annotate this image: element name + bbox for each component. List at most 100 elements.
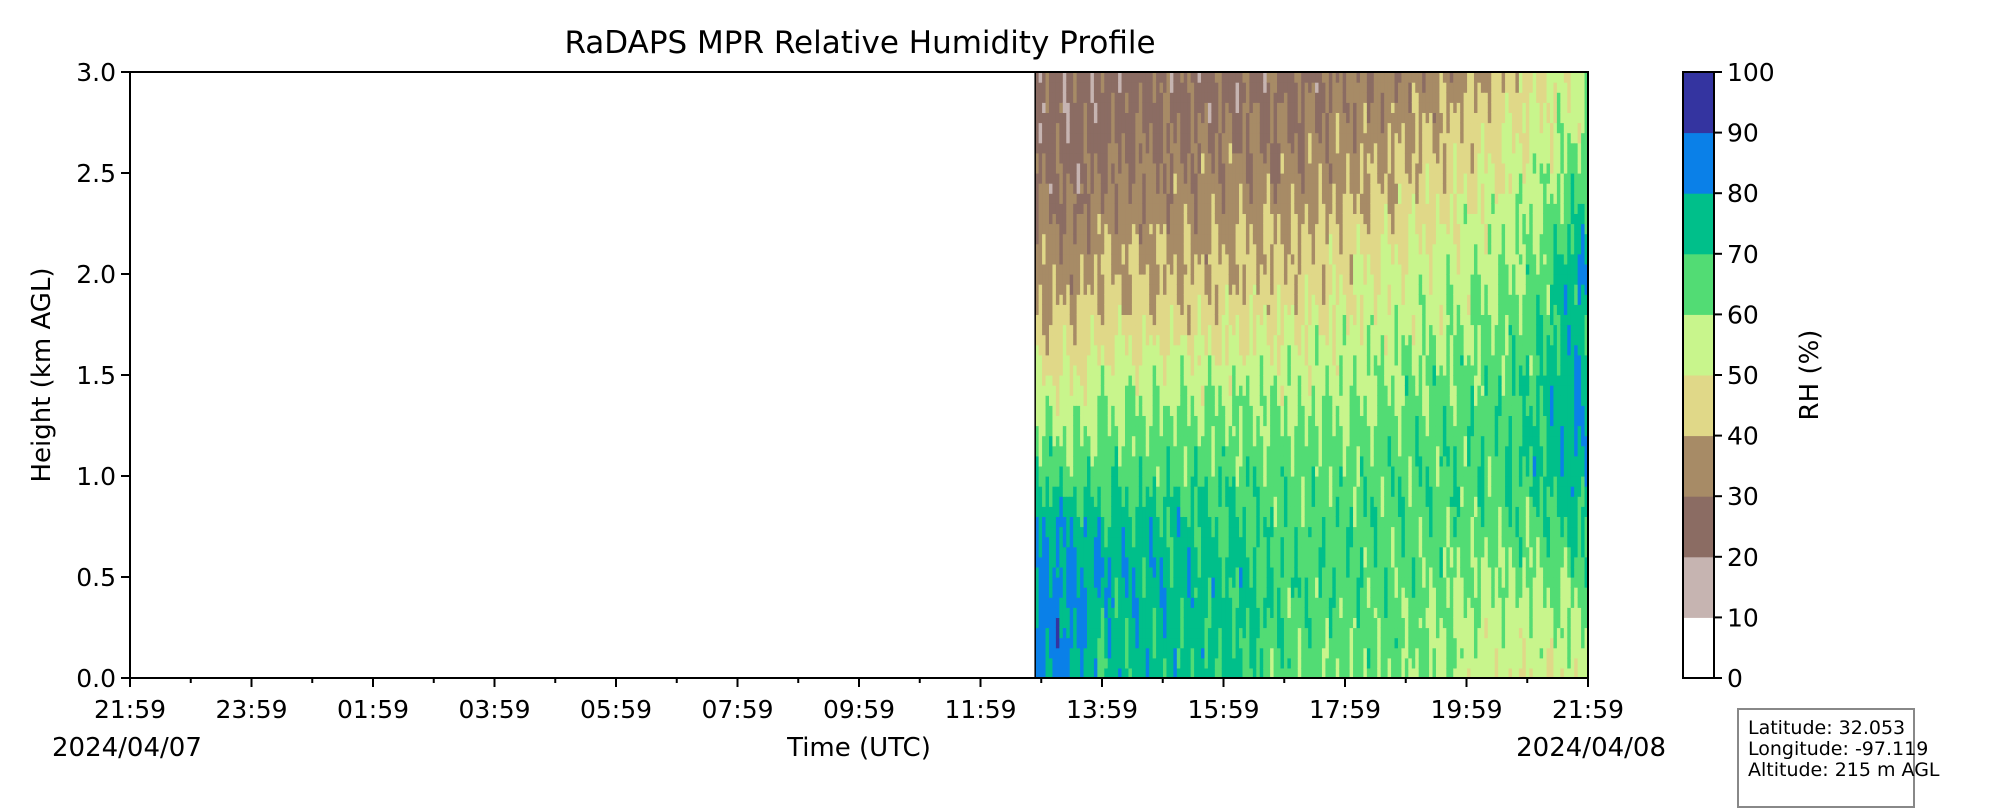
- rh-contour-cell: [1073, 234, 1077, 245]
- rh-contour-cell: [1104, 254, 1108, 265]
- rh-contour-cell: [1187, 345, 1191, 356]
- rh-contour-cell: [1052, 244, 1056, 255]
- rh-contour-cell: [1139, 163, 1143, 174]
- rh-contour-cell: [1173, 496, 1177, 507]
- rh-contour-cell: [1073, 123, 1077, 134]
- rh-contour-cell: [1318, 304, 1322, 315]
- rh-contour-cell: [1298, 385, 1302, 396]
- rh-contour-cell: [1059, 466, 1063, 477]
- rh-contour-cell: [1267, 385, 1271, 396]
- rh-contour-cell: [1184, 365, 1188, 376]
- rh-contour-cell: [1225, 537, 1229, 548]
- rh-contour-cell: [1294, 385, 1298, 396]
- rh-contour-cell: [1094, 476, 1098, 487]
- rh-contour-cell: [1218, 325, 1222, 336]
- rh-contour-cell: [1073, 436, 1077, 447]
- rh-contour-cell: [1312, 163, 1316, 174]
- rh-contour-cell: [1267, 355, 1271, 366]
- rh-contour-cell: [1218, 153, 1222, 164]
- rh-contour-cell: [1308, 597, 1312, 608]
- rh-contour-cell: [1194, 587, 1198, 598]
- rh-contour-cell: [1108, 638, 1112, 649]
- rh-contour-cell: [1104, 628, 1108, 639]
- rh-contour-cell: [1284, 112, 1288, 123]
- rh-contour-cell: [1173, 486, 1177, 497]
- rh-contour-cell: [1291, 365, 1295, 376]
- rh-contour-cell: [1073, 456, 1077, 467]
- rh-contour-cell: [1239, 527, 1243, 538]
- rh-contour-cell: [1260, 607, 1264, 618]
- rh-contour-cell: [1059, 415, 1063, 426]
- rh-contour-cell: [1184, 385, 1188, 396]
- rh-contour-cell: [1315, 213, 1319, 224]
- rh-contour-cell: [1291, 476, 1295, 487]
- rh-contour-cell: [1267, 173, 1271, 184]
- rh-contour-cell: [1184, 264, 1188, 275]
- rh-contour-cell: [1153, 153, 1157, 164]
- rh-contour-cell: [1198, 587, 1202, 598]
- rh-contour-cell: [1280, 92, 1284, 103]
- rh-contour-cell: [1063, 658, 1067, 669]
- rh-contour-cell: [1156, 426, 1160, 437]
- rh-contour-cell: [1122, 244, 1126, 255]
- rh-contour-cell: [1308, 617, 1312, 628]
- rh-contour-cell: [1187, 567, 1191, 578]
- rh-contour-cell: [1267, 405, 1271, 416]
- rh-contour-cell: [1039, 617, 1043, 628]
- rh-contour-cell: [1215, 335, 1219, 346]
- rh-contour-cell: [1104, 224, 1108, 235]
- rh-contour-cell: [1160, 72, 1164, 83]
- rh-contour-cell: [1080, 446, 1084, 457]
- rh-contour-cell: [1101, 284, 1105, 295]
- rh-contour-cell: [1139, 203, 1143, 214]
- rh-contour-cell: [1173, 557, 1177, 568]
- rh-contour-cell: [1211, 446, 1215, 457]
- rh-contour-cell: [1177, 537, 1181, 548]
- rh-contour-cell: [1066, 355, 1070, 366]
- rh-contour-cell: [1253, 254, 1257, 265]
- rh-contour-cell: [1080, 466, 1084, 477]
- rh-contour-cell: [1104, 335, 1108, 346]
- rh-contour-cell: [1246, 617, 1250, 628]
- rh-contour-cell: [1160, 638, 1164, 649]
- rh-contour-cell: [1122, 527, 1126, 538]
- rh-contour-cell: [1166, 668, 1170, 679]
- rh-contour-cell: [1049, 466, 1053, 477]
- rh-contour-cell: [1180, 527, 1184, 538]
- rh-contour-cell: [1077, 607, 1081, 618]
- rh-contour-cell: [1267, 345, 1271, 356]
- rh-contour-cell: [1229, 617, 1233, 628]
- rh-contour-cell: [1139, 224, 1143, 235]
- rh-contour-cell: [1298, 415, 1302, 426]
- rh-contour-cell: [1298, 355, 1302, 366]
- rh-contour-cell: [1118, 193, 1122, 204]
- rh-contour-cell: [1204, 213, 1208, 224]
- rh-contour-cell: [1049, 527, 1053, 538]
- rh-contour-cell: [1180, 658, 1184, 669]
- rh-contour-cell: [1184, 577, 1188, 588]
- rh-contour-cell: [1070, 446, 1074, 457]
- rh-contour-cell: [1298, 476, 1302, 487]
- rh-contour-cell: [1242, 607, 1246, 618]
- rh-contour-cell: [1274, 92, 1278, 103]
- rh-contour-cell: [1087, 668, 1091, 679]
- rh-contour-cell: [1180, 547, 1184, 558]
- rh-contour-cell: [1056, 102, 1060, 113]
- rh-contour-cell: [1073, 527, 1077, 538]
- rh-contour-cell: [1229, 92, 1233, 103]
- rh-contour-cell: [1301, 577, 1305, 588]
- rh-contour-cell: [1198, 234, 1202, 245]
- rh-contour-cell: [1318, 658, 1322, 669]
- rh-contour-cell: [1163, 395, 1167, 406]
- rh-contour-cell: [1046, 82, 1050, 93]
- rh-contour-cell: [1073, 294, 1077, 305]
- rh-contour-cell: [1194, 213, 1198, 224]
- rh-contour-cell: [1063, 314, 1067, 325]
- rh-contour-cell: [1115, 304, 1119, 315]
- rh-contour-cell: [1170, 254, 1174, 265]
- rh-contour-cell: [1052, 254, 1056, 265]
- rh-contour-cell: [1187, 274, 1191, 285]
- rh-contour-cell: [1232, 153, 1236, 164]
- rh-contour-cell: [1305, 123, 1309, 134]
- rh-contour-cell: [1291, 234, 1295, 245]
